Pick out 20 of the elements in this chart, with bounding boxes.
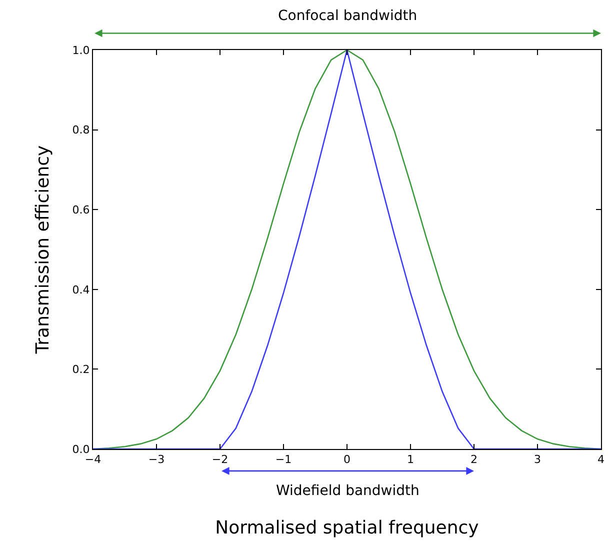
x-tick-label: −1 <box>275 453 292 466</box>
y-tick-label: 0.0 <box>72 442 90 456</box>
x-tick-label: −3 <box>148 453 165 466</box>
y-axis-title: Transmission efficiency <box>32 144 54 355</box>
x-tick-label: 4 <box>598 453 604 466</box>
x-tick-label: 3 <box>534 453 541 466</box>
text: Confocal bandwidth <box>278 8 418 24</box>
x-tick-label: 1 <box>407 453 414 466</box>
x-tick-label: 2 <box>470 453 478 466</box>
y-tick-label: 0.6 <box>72 203 90 216</box>
x-tick-label: −2 <box>212 453 228 466</box>
y-tick-label: 1.0 <box>72 44 90 57</box>
y-tick-label: 0.8 <box>72 124 90 137</box>
x-tick-label: 0 <box>344 453 350 466</box>
y-tick-label: 0.2 <box>72 363 90 376</box>
line-series <box>93 50 601 449</box>
y-tick-label: 0.4 <box>72 283 90 296</box>
text: Widefield bandwidth <box>276 483 420 499</box>
x-tick-label: −4 <box>84 453 102 466</box>
x-axis-title: Normalised spatial frequency <box>215 517 480 538</box>
